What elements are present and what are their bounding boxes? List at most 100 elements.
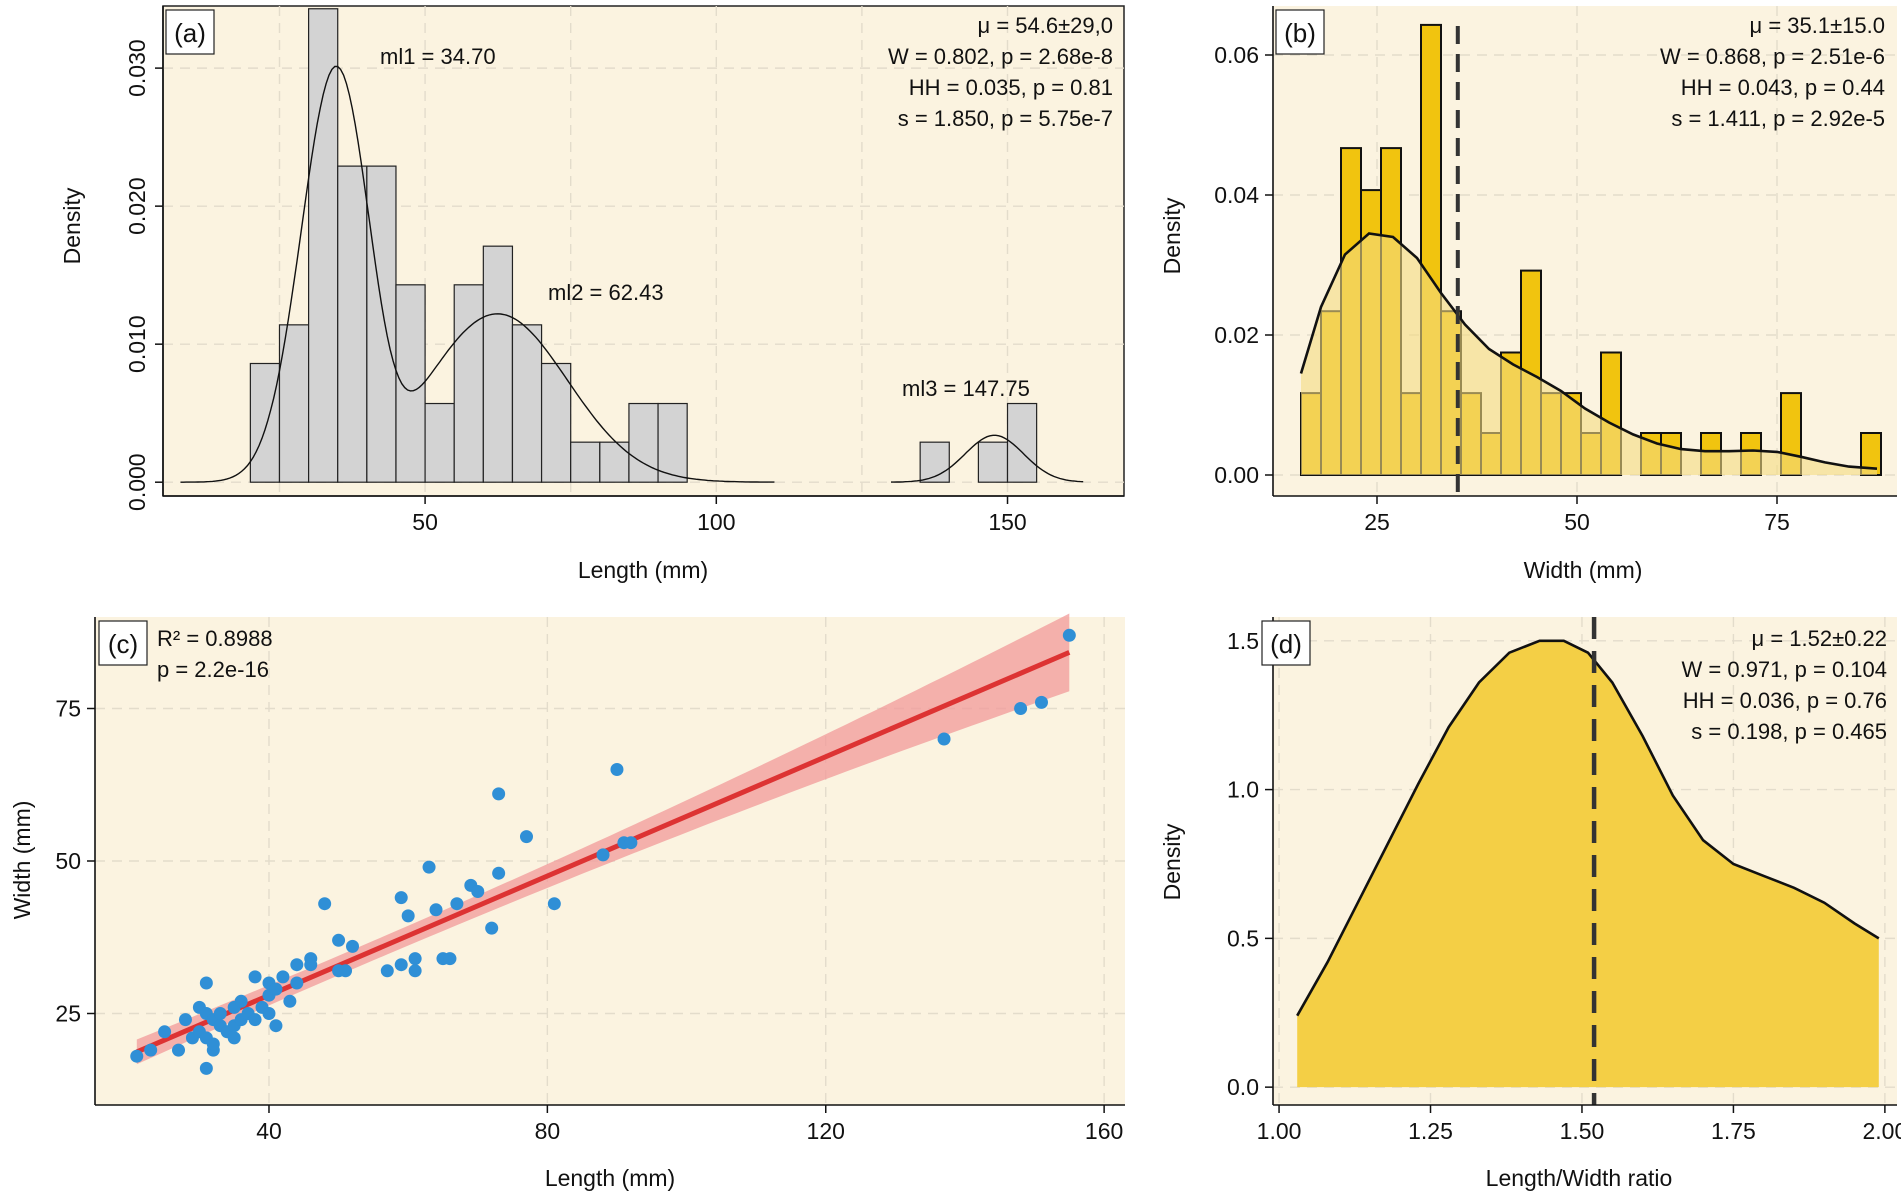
panel-d-y-tick-label: 1.5 xyxy=(1227,628,1259,654)
panel-a-stat-3: HH = 0.035, p = 0.81 xyxy=(909,75,1113,100)
panel-a-xlabel: Length (mm) xyxy=(578,557,708,583)
panel-a-stat-2: W = 0.802, p = 2.68e-8 xyxy=(888,44,1113,69)
panel-d-stat-1: μ = 1.52±0.22 xyxy=(1752,626,1887,651)
scatter-point xyxy=(248,1013,262,1027)
panel-d-stat-4: s = 0.198, p = 0.465 xyxy=(1691,719,1887,744)
scatter-point xyxy=(262,1007,276,1020)
panel-c-tag-label: (c) xyxy=(108,629,138,659)
panel-d: 1.00 1.25 1.50 1.75 2.00 0.0 0.5 1.0 1.5 (d) μ =… xyxy=(1159,617,1901,1191)
panel-a-stat-4: s = 1.850, p = 5.75e-7 xyxy=(898,106,1113,131)
scatter-point xyxy=(276,970,290,984)
panel-a-annotation-ml3: ml3 = 147.75 xyxy=(902,376,1030,401)
scatter-point xyxy=(304,958,318,972)
panel-a-x-tick-label: 100 xyxy=(697,509,735,535)
histogram-bar xyxy=(453,284,484,483)
panel-c-axes: 40 80 120 160 25 50 75 xyxy=(55,617,1125,1144)
scatter-point xyxy=(408,964,422,978)
panel-b-stat-1: μ = 35.1±15.0 xyxy=(1750,13,1885,38)
panel-a-x-tick-label: 50 xyxy=(412,509,438,535)
panel-d-tag-label: (d) xyxy=(1270,629,1302,659)
panel-b-tag-label: (b) xyxy=(1284,18,1316,48)
scatter-point xyxy=(1014,702,1028,715)
scatter-point xyxy=(471,885,485,898)
panel-a-stat-1: μ = 54.6±29,0 xyxy=(978,13,1113,38)
panel-b-y-tick-label: 0.00 xyxy=(1214,462,1259,488)
histogram-bar xyxy=(395,284,426,483)
panel-c-y-tick-label: 25 xyxy=(55,1001,81,1027)
panel-c-tag: (c) xyxy=(98,620,148,666)
scatter-point xyxy=(332,933,346,947)
panel-d-ylabel: Density xyxy=(1159,823,1185,900)
panel-a-y-tick-label: 0.000 xyxy=(124,453,150,511)
panel-d-stat-3: HH = 0.036, p = 0.76 xyxy=(1683,688,1887,713)
panel-a-axes: 50 100 150 0.000 0.010 0.020 0.030 xyxy=(124,6,1124,535)
panel-c-points xyxy=(130,628,1076,1075)
panel-b-stat-2: W = 0.868, p = 2.51e-6 xyxy=(1660,44,1885,69)
panel-a-y-tick-label: 0.010 xyxy=(124,315,150,373)
scatter-point xyxy=(394,958,408,972)
panel-b-y-tick-label: 0.02 xyxy=(1214,322,1259,348)
scatter-point xyxy=(199,1061,213,1075)
scatter-point xyxy=(206,1037,220,1051)
scatter-point xyxy=(346,939,359,953)
histogram-bar xyxy=(599,441,630,483)
panel-b-ylabel: Density xyxy=(1159,197,1185,274)
scatter-point xyxy=(519,830,533,844)
scatter-point xyxy=(290,976,304,990)
histogram-bar xyxy=(977,441,1009,483)
panel-a-histogram xyxy=(249,8,1038,483)
scatter-point xyxy=(234,994,248,1008)
density-curve-segment xyxy=(180,65,775,483)
histogram-bar xyxy=(628,402,659,483)
panel-a-density-curve xyxy=(180,65,1084,483)
scatter-point xyxy=(492,866,506,880)
density-curve xyxy=(1299,232,1878,470)
panel-a-annotation-ml1: ml1 = 34.70 xyxy=(380,44,496,69)
panel-d-y-tick-label: 1.0 xyxy=(1227,777,1259,803)
histogram-bar xyxy=(366,165,397,483)
scatter-point xyxy=(624,836,638,850)
panel-b-stat-3: HH = 0.043, p = 0.44 xyxy=(1681,75,1885,100)
scatter-point xyxy=(1062,628,1076,642)
panel-b-x-tick-label: 75 xyxy=(1764,509,1790,535)
scatter-point xyxy=(290,958,304,972)
panel-a-annotation-ml2: ml2 = 62.43 xyxy=(548,280,664,305)
panel-c-xlabel: Length (mm) xyxy=(545,1165,675,1191)
scatter-point xyxy=(408,952,422,966)
panel-d-xlabel: Length/Width ratio xyxy=(1486,1165,1673,1191)
density-curve-segment xyxy=(891,434,1084,483)
scatter-point xyxy=(269,1019,283,1033)
scatter-point xyxy=(443,952,457,966)
scatter-point xyxy=(937,732,951,746)
panel-a-y-tick-label: 0.020 xyxy=(124,177,150,235)
scatter-point xyxy=(610,763,624,776)
density-area xyxy=(1297,640,1879,1088)
scatter-point xyxy=(269,982,283,996)
scatter-point xyxy=(401,909,415,923)
histogram-bar xyxy=(337,165,368,483)
scatter-point xyxy=(144,1043,158,1057)
scatter-point xyxy=(596,848,610,862)
panel-c-x-tick-label: 80 xyxy=(535,1118,561,1144)
panel-b-y-tick-label: 0.04 xyxy=(1214,182,1259,208)
scatter-point xyxy=(547,897,561,911)
panel-a-tag-label: (a) xyxy=(174,18,206,48)
histogram-bar xyxy=(657,402,688,483)
histogram-bar xyxy=(482,245,514,483)
panel-c-x-tick-label: 120 xyxy=(807,1118,845,1144)
panel-c-x-tick-label: 40 xyxy=(256,1118,282,1144)
histogram-bar xyxy=(511,324,543,483)
scatter-point xyxy=(422,860,436,874)
panel-b-x-tick-label: 25 xyxy=(1364,509,1390,535)
panel-d-x-tick-label: 1.50 xyxy=(1560,1118,1605,1144)
panel-d-y-tick-label: 0.5 xyxy=(1227,925,1259,951)
panel-b-density-curve xyxy=(1299,232,1878,475)
scatter-point xyxy=(248,970,262,984)
panel-d-tag: (d) xyxy=(1261,620,1311,666)
panel-c-ylabel: Width (mm) xyxy=(9,801,35,920)
scatter-point xyxy=(450,897,464,911)
histogram-bar xyxy=(424,402,455,483)
scatter-point xyxy=(1034,695,1048,709)
density-area xyxy=(1301,233,1877,475)
